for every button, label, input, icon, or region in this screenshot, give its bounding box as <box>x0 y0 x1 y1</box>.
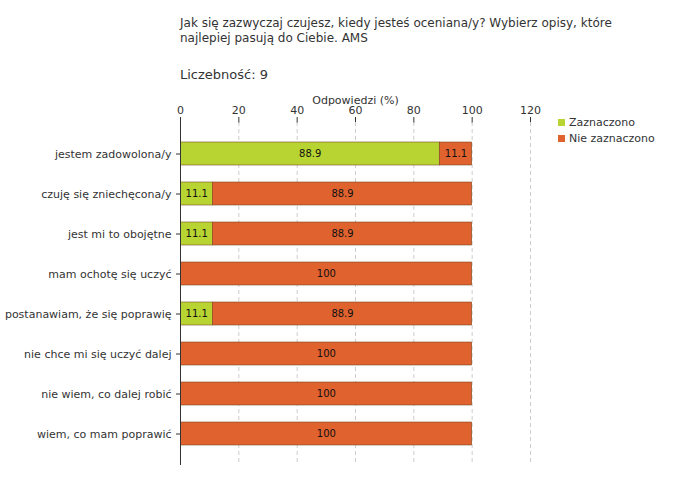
svg-text:wiem, co mam poprawić: wiem, co mam poprawić <box>37 428 172 441</box>
svg-text:80: 80 <box>407 104 421 117</box>
svg-text:11.1: 11.1 <box>186 188 208 199</box>
svg-text:88.9: 88.9 <box>331 228 353 239</box>
svg-text:100: 100 <box>317 268 336 279</box>
html-text:Zaznaczono: Zaznaczono <box>569 116 635 129</box>
svg-text:88.9: 88.9 <box>331 308 353 319</box>
svg-text:jest mi to obojętne: jest mi to obojętne <box>67 228 172 241</box>
html-text:Nie zaznaczono: Nie zaznaczono <box>569 132 655 145</box>
svg-text:120: 120 <box>520 104 541 117</box>
svg-text:11.1: 11.1 <box>445 148 467 159</box>
svg-text:Odpowiedzi (%): Odpowiedzi (%) <box>312 94 399 107</box>
svg-text:88.9: 88.9 <box>299 148 321 159</box>
svg-text:100: 100 <box>317 428 336 439</box>
svg-text:11.1: 11.1 <box>186 308 208 319</box>
html-text:Liczebność: 9: Liczebność: 9 <box>180 67 268 82</box>
svg-text:nie chce mi się uczyć dalej: nie chce mi się uczyć dalej <box>24 348 171 361</box>
svg-text:0: 0 <box>177 104 184 117</box>
svg-text:20: 20 <box>232 104 246 117</box>
svg-text:60: 60 <box>348 103 363 117</box>
svg-text:postanawiam, że się poprawię: postanawiam, że się poprawię <box>5 308 172 321</box>
svg-text:czuję się zniechęcona/y: czuję się zniechęcona/y <box>41 188 172 201</box>
html-text:Jak się zazwyczaj czujesz, kie: Jak się zazwyczaj czujesz, kiedy jesteś … <box>180 16 612 45</box>
svg-text:mam ochotę się uczyć: mam ochotę się uczyć <box>48 268 171 281</box>
svg-text:jestem zadowolona/y: jestem zadowolona/y <box>54 148 172 161</box>
svg-text:nie wiem, co dalej robić: nie wiem, co dalej robić <box>41 388 171 401</box>
svg-text:11.1: 11.1 <box>186 228 208 239</box>
svg-text:100: 100 <box>317 348 336 359</box>
svg-text:40: 40 <box>290 104 304 117</box>
svg-text:100: 100 <box>317 388 336 399</box>
svg-text:88.9: 88.9 <box>331 188 353 199</box>
svg-text:100: 100 <box>462 104 483 117</box>
